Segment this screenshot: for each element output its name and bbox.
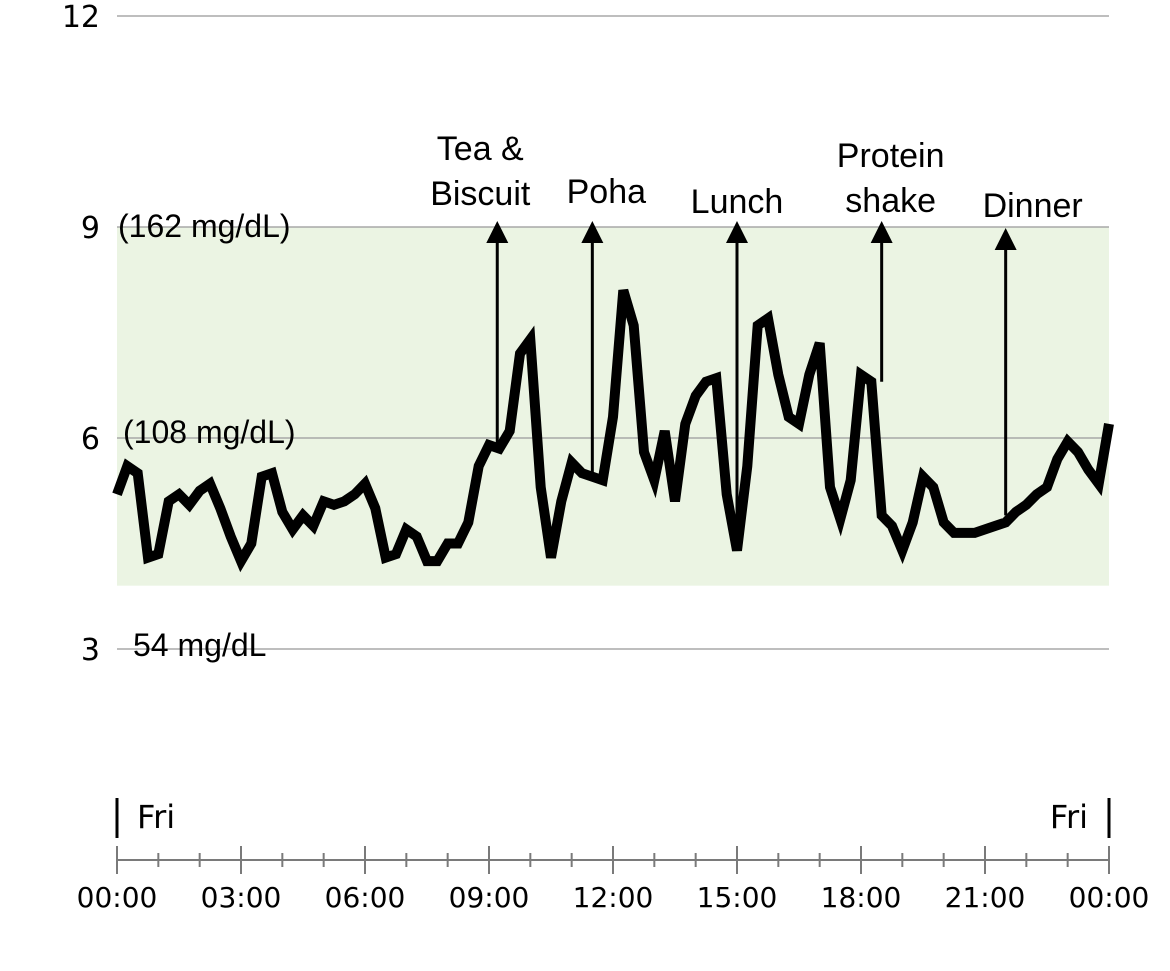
x-tick-label: 12:00 (573, 881, 654, 914)
y-tick-label-6: 6 (81, 422, 100, 457)
glucose-series-line (112, 288, 1114, 573)
annotation-label: Protein (837, 137, 945, 175)
annotation-arrow-head (870, 221, 893, 243)
annotation-arrow-head (486, 221, 509, 243)
day-start-label: Fri (137, 798, 175, 836)
x-tick-label: 03:00 (201, 881, 282, 914)
x-tick-label: 00:00 (77, 881, 158, 914)
mg-dl-labels: (162 mg/dL) (108 mg/dL) 54 mg/dL (118, 208, 296, 663)
day-markers: Fri Fri (115, 798, 1111, 838)
y-tick-label-12: 12 (62, 0, 100, 35)
annotation-arrow-head (726, 221, 748, 243)
x-tick-label: 00:00 (1069, 881, 1150, 914)
y-tick-labels: 12 9 6 3 (62, 0, 100, 668)
mg-dl-label: (108 mg/dL) (123, 414, 296, 450)
annotation-label: Poha (567, 173, 646, 211)
annotation-label: Lunch (691, 183, 784, 221)
mg-dl-label: (162 mg/dL) (118, 208, 291, 244)
x-tick-label: 15:00 (697, 881, 778, 914)
y-tick-label-3: 3 (81, 633, 100, 668)
x-axis: 00:00 03:00 06:00 09:00 12:00 15:00 18:00 21:00… (77, 846, 1150, 914)
annotation-label: Dinner (983, 187, 1083, 225)
annotation-arrow-head (994, 228, 1017, 251)
meal-annotations: Tea & Biscuit Poha Lunch Protein shake Dinner (430, 130, 1083, 537)
x-tick-label: 06:00 (325, 881, 406, 914)
x-tick-label: 21:00 (945, 881, 1026, 914)
annotation-arrow-head (581, 221, 604, 243)
annotation-label: shake (845, 182, 936, 220)
day-end-label: Fri (1050, 798, 1088, 836)
annotation-label: Biscuit (430, 175, 531, 213)
mg-dl-label: 54 mg/dL (133, 627, 266, 663)
y-tick-label-9: 9 (81, 211, 100, 246)
x-tick-label: 18:00 (821, 881, 902, 914)
x-tick-label: 09:00 (449, 881, 530, 914)
annotation-label: Tea & (437, 130, 524, 168)
